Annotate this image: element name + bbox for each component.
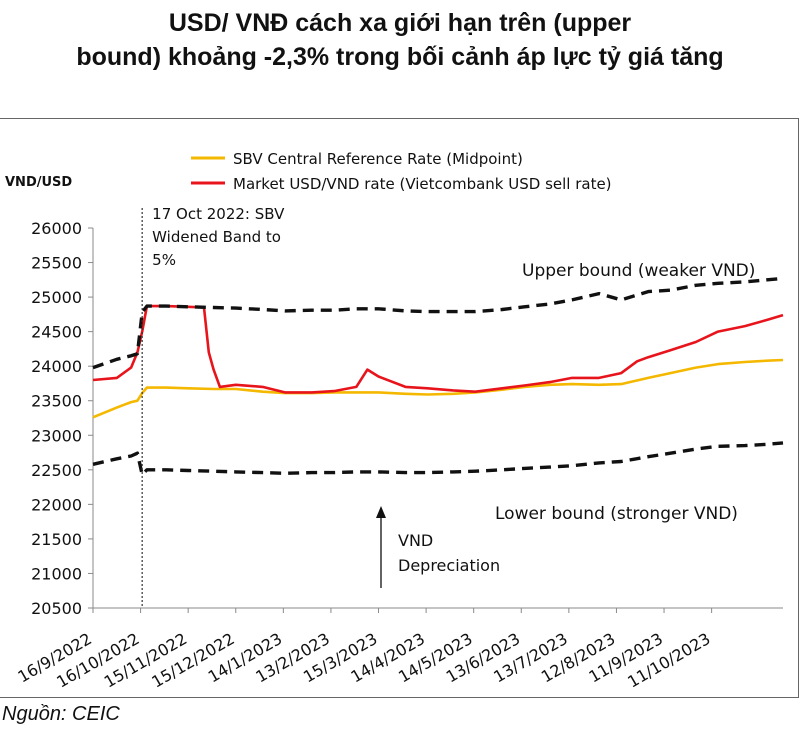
chart-legend: SBV Central Reference Rate (Midpoint) Mar…	[191, 150, 612, 193]
chart-title: USD/ VNĐ cách xa giới hạn trên (upper bo…	[0, 6, 800, 74]
event-marker-label: 5%	[152, 251, 176, 269]
y-tick-label: 24000	[31, 357, 82, 376]
chart-annotations: 17 Oct 2022: SBV Widened Band to 5% Upper b…	[141, 205, 755, 608]
legend-label: Market USD/VND rate (Vietcombank USD sel…	[233, 175, 612, 193]
y-tick-label: 26000	[31, 219, 82, 238]
y-tick-label: 24500	[31, 323, 82, 342]
series-line-upper-bound	[92, 276, 784, 370]
depreciation-label: VND	[398, 531, 433, 550]
y-tick-label: 22500	[31, 461, 82, 480]
series-line-lower-bound	[92, 441, 784, 477]
event-marker-label: 17 Oct 2022: SBV	[152, 205, 285, 223]
y-tick-label: 25000	[31, 288, 82, 307]
chart-series-layer	[92, 276, 784, 477]
legend-label: SBV Central Reference Rate (Midpoint)	[233, 150, 523, 168]
y-tick-label: 20500	[31, 599, 82, 618]
chart-title-line-1: USD/ VNĐ cách xa giới hạn trên (upper	[168, 9, 632, 37]
chart-frame	[0, 118, 799, 698]
depreciation-arrowhead	[376, 506, 386, 518]
y-tick-label: 21500	[31, 530, 82, 549]
chart-axes: 26000 25500 25000 24500 24000 23500 23000 22500…	[5, 175, 783, 692]
y-tick-label: 25500	[31, 254, 82, 273]
series-line-sbv-central-reference-rate-midpoint	[92, 358, 784, 419]
source-note: Nguồn: CEIC	[2, 703, 120, 725]
series-line-market-usd-vnd-rate-vietcombank-usd-sell-rate	[92, 304, 784, 394]
chart-title-line-2: bound) khoảng -2,3% trong bối cảnh áp lự…	[76, 43, 724, 71]
event-marker-label: Widened Band to	[152, 228, 281, 246]
upper-bound-label: Upper bound (weaker VND)	[522, 261, 755, 281]
y-tick-label: 23500	[31, 392, 82, 411]
lower-bound-label: Lower bound (stronger VND)	[495, 504, 738, 524]
y-tick-label: 23000	[31, 426, 82, 445]
y-axis-label: VND/USD	[5, 175, 72, 190]
y-tick-label: 22000	[31, 495, 82, 514]
y-tick-label: 21000	[31, 564, 82, 583]
depreciation-label: Depreciation	[398, 556, 500, 575]
